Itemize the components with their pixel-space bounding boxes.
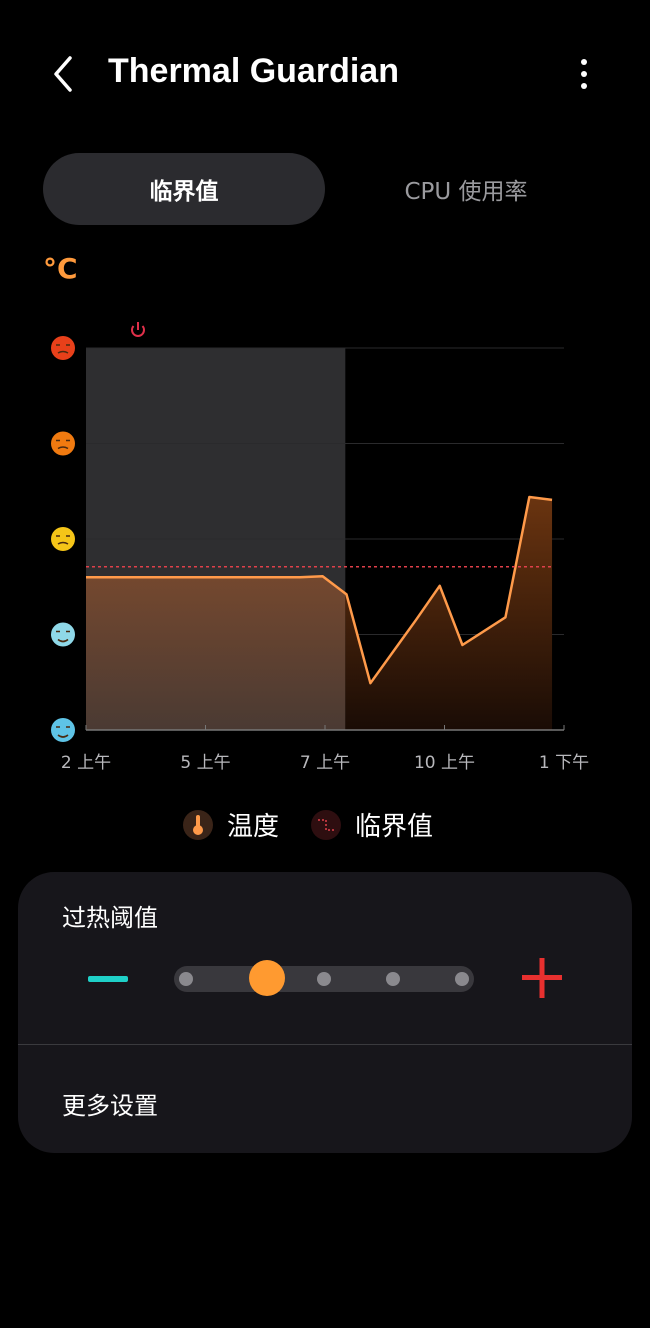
neutral-face-icon bbox=[51, 527, 75, 551]
temperature-area bbox=[345, 496, 553, 730]
power-icon bbox=[131, 325, 145, 337]
face-features bbox=[56, 439, 70, 450]
tab-bar: 临界值 CPU 使用率 bbox=[43, 153, 607, 225]
temperature-area bbox=[86, 576, 346, 730]
face-features bbox=[56, 630, 70, 643]
chart-legend: 温度 临界值 bbox=[183, 806, 433, 843]
settings-card: 过热阈值 更多设置 bbox=[18, 872, 632, 1153]
threshold-label: 过热阈值 bbox=[62, 904, 158, 932]
slider-step[interactable] bbox=[455, 972, 469, 986]
slider-step[interactable] bbox=[317, 972, 331, 986]
legend-temperature: 温度 bbox=[227, 812, 280, 842]
face-features bbox=[56, 535, 70, 545]
chevron-left-icon bbox=[54, 56, 72, 92]
page-title: Thermal Guardian bbox=[108, 52, 399, 90]
dizzy-hot-face-icon bbox=[51, 336, 75, 360]
back-button[interactable] bbox=[48, 52, 84, 96]
divider bbox=[18, 1044, 632, 1045]
freezing-face-icon bbox=[51, 718, 75, 742]
threshold-slider[interactable] bbox=[174, 960, 474, 996]
slider-step[interactable] bbox=[386, 972, 400, 986]
more-settings-link[interactable]: 更多设置 bbox=[62, 1092, 158, 1120]
tab-cpu-usage[interactable]: CPU 使用率 bbox=[404, 179, 528, 205]
x-tick-label: 5 上午 bbox=[180, 753, 230, 773]
unit-label: °C bbox=[43, 252, 78, 285]
x-tick-label: 7 上午 bbox=[300, 753, 350, 773]
x-tick-label: 10 上午 bbox=[414, 753, 475, 773]
face-features bbox=[56, 726, 70, 738]
slider-thumb[interactable] bbox=[249, 960, 285, 996]
legend-threshold: 临界值 bbox=[355, 812, 434, 842]
sad-sweat-face-icon bbox=[51, 431, 75, 456]
threshold-step-icon bbox=[311, 809, 342, 840]
x-tick-label: 2 上午 bbox=[61, 753, 111, 773]
decrease-button[interactable] bbox=[88, 976, 128, 982]
increase-button[interactable] bbox=[522, 958, 562, 998]
tab-threshold[interactable]: 临界值 bbox=[43, 153, 325, 225]
thermometer-icon bbox=[183, 809, 213, 840]
more-vertical-icon bbox=[581, 59, 587, 89]
slider-step[interactable] bbox=[179, 972, 193, 986]
x-tick-label: 1 下午 bbox=[539, 753, 589, 773]
face-features bbox=[56, 344, 70, 354]
more-options-button[interactable] bbox=[570, 56, 598, 92]
temperature-chart: 2 上午 5 上午 7 上午 10 上午 1 下午 bbox=[51, 322, 589, 773]
smiling-face-icon bbox=[51, 622, 75, 647]
temperature-line bbox=[86, 495, 553, 685]
